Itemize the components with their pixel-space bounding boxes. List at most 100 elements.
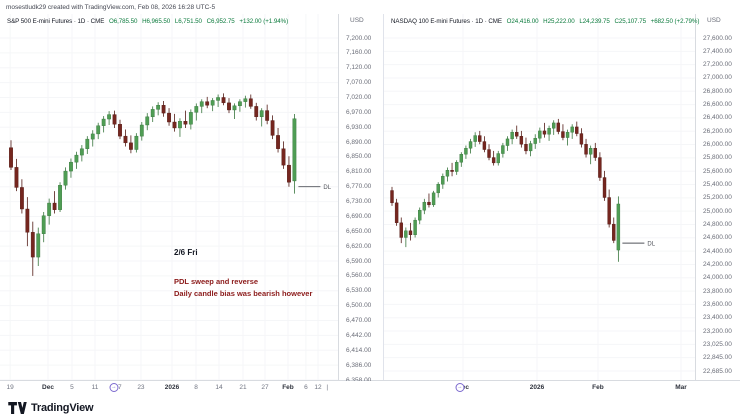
candle-body xyxy=(276,135,280,149)
candle-body xyxy=(487,149,491,158)
candle-body xyxy=(69,161,73,172)
change-value: +682.50 (+2.79%) xyxy=(650,18,700,25)
candle-body xyxy=(265,110,270,121)
price-tick-label: 26,800.00 xyxy=(703,87,732,95)
time-tick-label: 2026 xyxy=(164,384,180,391)
chart-plot-area[interactable]: DL NASDAQ 100 E-mini Futures · 1D · CME … xyxy=(384,14,699,380)
chart-panel-sp500: DL S&P 500 E-mini Futures · 1D · CME O6,… xyxy=(0,14,383,384)
candle-body xyxy=(602,177,607,198)
candle-body xyxy=(150,109,155,118)
candle-body xyxy=(519,136,524,145)
price-tick-label: 6,730.00 xyxy=(346,198,372,206)
chart-annotation[interactable]: 2/6 Fri PDL sweep and reverse Daily cand… xyxy=(174,248,312,299)
time-tick-label: 11 xyxy=(91,384,99,391)
price-tick-label: 6,530.00 xyxy=(346,287,372,295)
candle-body xyxy=(52,202,57,210)
candle-body xyxy=(390,190,394,204)
candle-body xyxy=(528,143,533,152)
candle-body xyxy=(459,154,464,163)
price-tick-label: 7,160.00 xyxy=(346,49,372,57)
candle-body xyxy=(570,126,574,133)
price-tick-label: 27,600.00 xyxy=(703,34,732,42)
candle-body xyxy=(232,105,237,111)
candle-body xyxy=(565,132,570,138)
timeline-event-icon[interactable]: → xyxy=(455,383,465,392)
price-tick-label: 25,600.00 xyxy=(703,167,732,175)
candle-body xyxy=(505,138,510,146)
price-tick-label: 6,620.00 xyxy=(346,242,372,250)
candlestick-plot[interactable]: DL xyxy=(0,14,338,380)
candle-body xyxy=(96,125,101,135)
candle-body xyxy=(482,141,487,150)
symbol-title[interactable]: NASDAQ 100 E-mini Futures · 1D · CME xyxy=(391,18,502,25)
candle-body xyxy=(227,102,231,111)
charts-row: DL S&P 500 E-mini Futures · 1D · CME O6,… xyxy=(0,14,740,384)
time-axis[interactable]: 19Dec511172320268142127Feb612|→ Dec2026F… xyxy=(0,381,740,395)
time-axis-sp500[interactable]: 19Dec511172320268142127Feb612|→ xyxy=(0,381,338,395)
ohlc-high: H6,965.50 xyxy=(142,18,171,25)
candle-body xyxy=(79,148,84,156)
candle-body xyxy=(210,100,215,106)
price-tick-label: 23,600.00 xyxy=(703,300,732,308)
price-axis[interactable]: USD 7,200.00 7,160.00 7,120.00 7,070.00 7,02… xyxy=(338,14,383,384)
timeline-event-icon[interactable]: → xyxy=(109,383,119,392)
candle-body xyxy=(561,131,565,138)
candle-body xyxy=(90,133,95,140)
candle-body xyxy=(431,192,436,206)
time-tick-label: 23 xyxy=(137,384,145,391)
candle-body xyxy=(221,97,226,104)
price-axis[interactable]: USD 27,600.00 27,400.00 27,200.00 27,000.00… xyxy=(695,14,740,380)
candle-body xyxy=(515,132,519,137)
price-tick-label: 7,200.00 xyxy=(346,34,372,42)
candle-body xyxy=(30,232,35,258)
time-tick-label: 5 xyxy=(70,384,74,391)
price-tick-label: 6,930.00 xyxy=(346,123,372,131)
candle-body xyxy=(533,138,537,144)
symbol-legend[interactable]: NASDAQ 100 E-mini Futures · 1D · CME O24… xyxy=(391,18,699,25)
ohlc-close: C25,107.75 xyxy=(614,18,646,25)
candle-body xyxy=(287,164,291,183)
candle-body xyxy=(161,105,166,114)
candlestick-plot[interactable]: DL xyxy=(384,14,695,380)
candle-body xyxy=(427,201,431,206)
price-tick-label: 6,970.00 xyxy=(346,108,372,116)
chart-plot-area[interactable]: DL S&P 500 E-mini Futures · 1D · CME O6,… xyxy=(0,14,338,380)
candle-body xyxy=(464,148,468,155)
price-tick-label: 27,200.00 xyxy=(703,61,732,69)
candle-body xyxy=(156,105,161,110)
ohlc-close: C6,952.75 xyxy=(206,18,235,25)
candle-body xyxy=(178,121,182,129)
price-tick-label: 23,200.00 xyxy=(703,327,732,335)
price-tick-label: 6,442.00 xyxy=(346,331,372,339)
candle-body xyxy=(172,121,177,129)
candle-body xyxy=(270,120,275,136)
time-tick-label: 8 xyxy=(194,384,198,391)
price-tick-label: 24,400.00 xyxy=(703,247,732,255)
candle-body xyxy=(616,203,621,251)
currency-label: USD xyxy=(707,17,721,24)
candle-body xyxy=(20,187,24,210)
time-axis-nasdaq[interactable]: Dec2026FebMar→ xyxy=(384,381,695,395)
candle-body xyxy=(188,112,193,125)
tradingview-logo[interactable]: TradingView xyxy=(8,401,94,414)
candle-body xyxy=(243,98,248,102)
symbol-legend[interactable]: S&P 500 E-mini Futures · 1D · CME O6,785… xyxy=(7,18,288,25)
price-tick-label: 6,414.00 xyxy=(346,346,372,354)
annotation-heading: 2/6 Fri xyxy=(174,248,198,257)
candle-body xyxy=(194,106,199,113)
price-tick-label: 6,500.00 xyxy=(346,302,372,310)
symbol-title[interactable]: S&P 500 E-mini Futures · 1D · CME xyxy=(7,18,105,25)
time-tick-label: Feb xyxy=(592,384,604,391)
time-tick-label: | xyxy=(326,384,329,391)
time-tick-label: Dec xyxy=(42,384,54,391)
price-tick-label: 6,810.00 xyxy=(346,168,372,176)
candle-body xyxy=(134,135,139,150)
price-tick-label: 25,000.00 xyxy=(703,207,732,215)
candle-body xyxy=(542,130,547,135)
candle-body xyxy=(478,135,482,142)
candle-body xyxy=(436,183,440,194)
price-tick-label: 23,400.00 xyxy=(703,314,732,322)
price-tick-label: 26,600.00 xyxy=(703,101,732,109)
candle-body xyxy=(41,215,46,234)
